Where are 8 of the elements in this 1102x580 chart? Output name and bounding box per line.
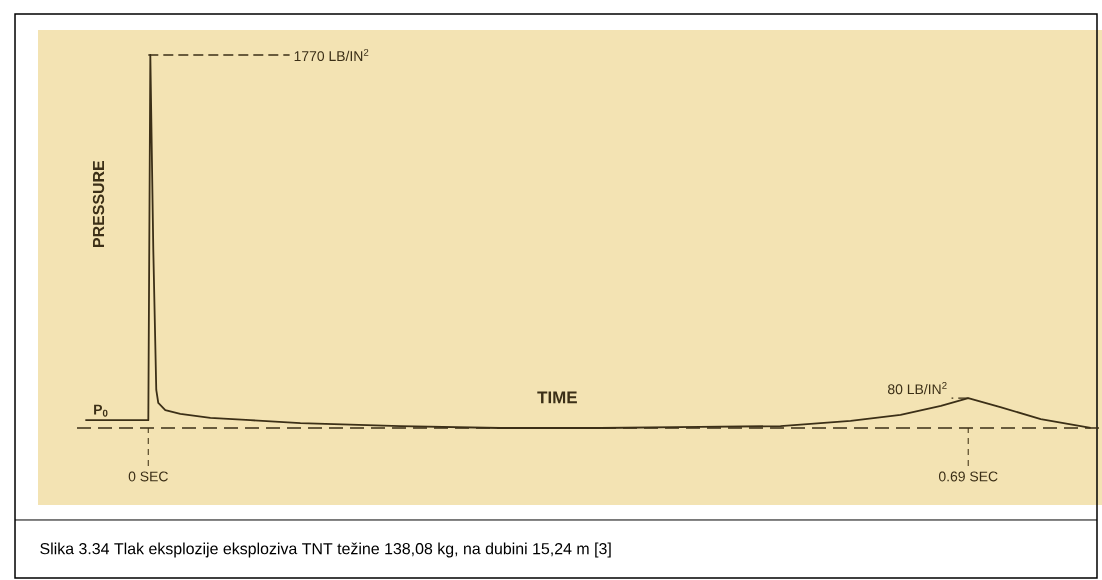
annotation: 80 LB/IN$^{2}$ [887, 382, 947, 395]
y-axis-title: PRESSURE [92, 160, 105, 247]
x-tick-label: 0 SEC [128, 471, 168, 482]
x-tick-label: 0.69 SEC [938, 471, 998, 482]
annotation: P$_{0}$ [94, 404, 108, 417]
annotation: 1770 LB/IN$^{2}$ [294, 48, 369, 62]
text: Slika 3.34 Tlak eksplozije eksploziva TNT težine 138,08 kg, na dubini 15,24 m [3] [40, 542, 611, 558]
x-axis-title: TIME [537, 391, 577, 404]
